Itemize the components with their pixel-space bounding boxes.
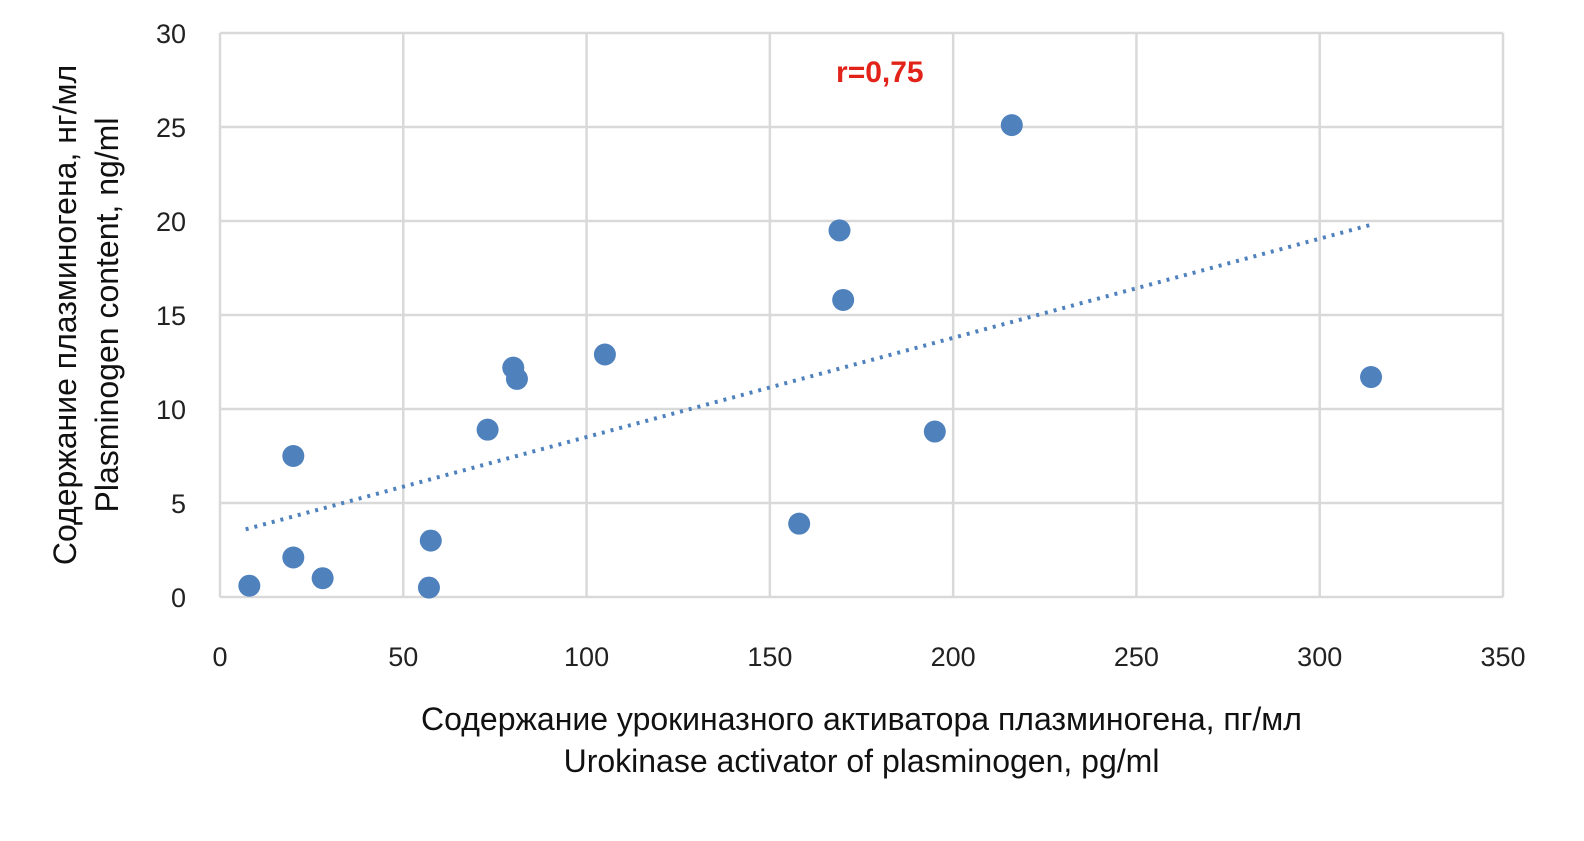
data-point (311, 567, 334, 590)
data-point (828, 219, 851, 242)
trendline-layer (245, 222, 1372, 532)
grid (218, 31, 1505, 599)
data-point (238, 574, 261, 597)
data-point (832, 288, 855, 311)
y-tick-label: 30 (156, 19, 186, 49)
data-point (476, 418, 499, 441)
y-tick-label: 5 (171, 489, 186, 519)
data-point (923, 420, 946, 443)
x-axis-title-en: Urokinase activator of plasminogen, pg/m… (564, 743, 1160, 779)
data-point (788, 512, 811, 535)
data-point (282, 546, 305, 569)
data-point (1000, 114, 1023, 137)
data-point (1360, 366, 1383, 389)
data-point (419, 529, 442, 552)
y-axis-title: Содержание плазминогена, нг/мл Plasminoge… (47, 65, 125, 565)
data-point (505, 367, 528, 390)
data-point (593, 343, 616, 366)
x-tick-label: 200 (931, 642, 976, 672)
x-axis-ticks: 0 50 100 150 200 250 300 350 (212, 642, 1525, 672)
y-axis-title-ru: Содержание плазминогена, нг/мл (47, 65, 83, 565)
x-axis-title-ru: Содержание урокиназного активатора плазм… (421, 701, 1302, 737)
y-tick-label: 10 (156, 395, 186, 425)
data-points (238, 114, 1383, 599)
y-tick-label: 20 (156, 207, 186, 237)
x-axis-title: Содержание урокиназного активатора плазм… (421, 701, 1302, 779)
x-tick-label: 250 (1114, 642, 1159, 672)
y-axis-ticks: 0 5 10 15 20 25 30 (156, 19, 186, 613)
data-point (417, 576, 440, 599)
data-point (282, 445, 305, 467)
trendline (245, 222, 1372, 532)
y-axis-title-en: Plasminogen content, ng/ml (89, 118, 125, 513)
y-tick-label: 25 (156, 113, 186, 143)
x-tick-label: 350 (1480, 642, 1525, 672)
x-tick-label: 0 (212, 642, 227, 672)
y-tick-label: 15 (156, 301, 186, 331)
x-tick-label: 150 (747, 642, 792, 672)
annotation-layer: r=0,75 (836, 56, 924, 89)
correlation-annotation: r=0,75 (836, 56, 924, 89)
x-tick-label: 100 (564, 642, 609, 672)
x-tick-label: 50 (388, 642, 418, 672)
y-tick-label: 0 (171, 583, 186, 613)
x-tick-label: 300 (1297, 642, 1342, 672)
